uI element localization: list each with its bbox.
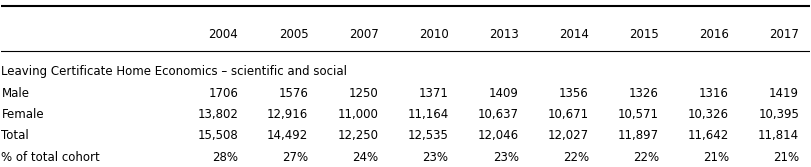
Text: 24%: 24%	[352, 151, 379, 164]
Text: 2007: 2007	[349, 28, 379, 41]
Text: 11,814: 11,814	[758, 129, 799, 142]
Text: 2004: 2004	[208, 28, 238, 41]
Text: 1409: 1409	[489, 87, 519, 100]
Text: 13,802: 13,802	[197, 108, 238, 121]
Text: 21%: 21%	[703, 151, 729, 164]
Text: 12,535: 12,535	[408, 129, 448, 142]
Text: 12,027: 12,027	[547, 129, 589, 142]
Text: 11,642: 11,642	[688, 129, 729, 142]
Text: 11,000: 11,000	[337, 108, 379, 121]
Text: 10,671: 10,671	[547, 108, 589, 121]
Text: 1419: 1419	[769, 87, 799, 100]
Text: 10,637: 10,637	[478, 108, 519, 121]
Text: 1706: 1706	[208, 87, 238, 100]
Text: 2017: 2017	[769, 28, 799, 41]
Text: 2014: 2014	[559, 28, 589, 41]
Text: 11,164: 11,164	[407, 108, 448, 121]
Text: 14,492: 14,492	[267, 129, 308, 142]
Text: 27%: 27%	[282, 151, 308, 164]
Text: 23%: 23%	[492, 151, 519, 164]
Text: 28%: 28%	[212, 151, 238, 164]
Text: Male: Male	[2, 87, 29, 100]
Text: % of total cohort: % of total cohort	[2, 151, 100, 164]
Text: 15,508: 15,508	[198, 129, 238, 142]
Text: 12,916: 12,916	[267, 108, 308, 121]
Text: 2015: 2015	[629, 28, 659, 41]
Text: 1576: 1576	[278, 87, 308, 100]
Text: 2005: 2005	[279, 28, 308, 41]
Text: 21%: 21%	[773, 151, 799, 164]
Text: 1316: 1316	[699, 87, 729, 100]
Text: 10,571: 10,571	[618, 108, 659, 121]
Text: 10,395: 10,395	[758, 108, 799, 121]
Text: 2016: 2016	[699, 28, 729, 41]
Text: 12,046: 12,046	[478, 129, 519, 142]
Text: Total: Total	[2, 129, 29, 142]
Text: 12,250: 12,250	[337, 129, 379, 142]
Text: 1356: 1356	[559, 87, 589, 100]
Text: 23%: 23%	[423, 151, 448, 164]
Text: 11,897: 11,897	[618, 129, 659, 142]
Text: Female: Female	[2, 108, 44, 121]
Text: 1250: 1250	[349, 87, 379, 100]
Text: 2013: 2013	[489, 28, 519, 41]
Text: 22%: 22%	[633, 151, 659, 164]
Text: 2010: 2010	[418, 28, 448, 41]
Text: 10,326: 10,326	[688, 108, 729, 121]
Text: 1371: 1371	[418, 87, 448, 100]
Text: 22%: 22%	[563, 151, 589, 164]
Text: Leaving Certificate Home Economics – scientific and social: Leaving Certificate Home Economics – sci…	[2, 65, 347, 78]
Text: 1326: 1326	[629, 87, 659, 100]
